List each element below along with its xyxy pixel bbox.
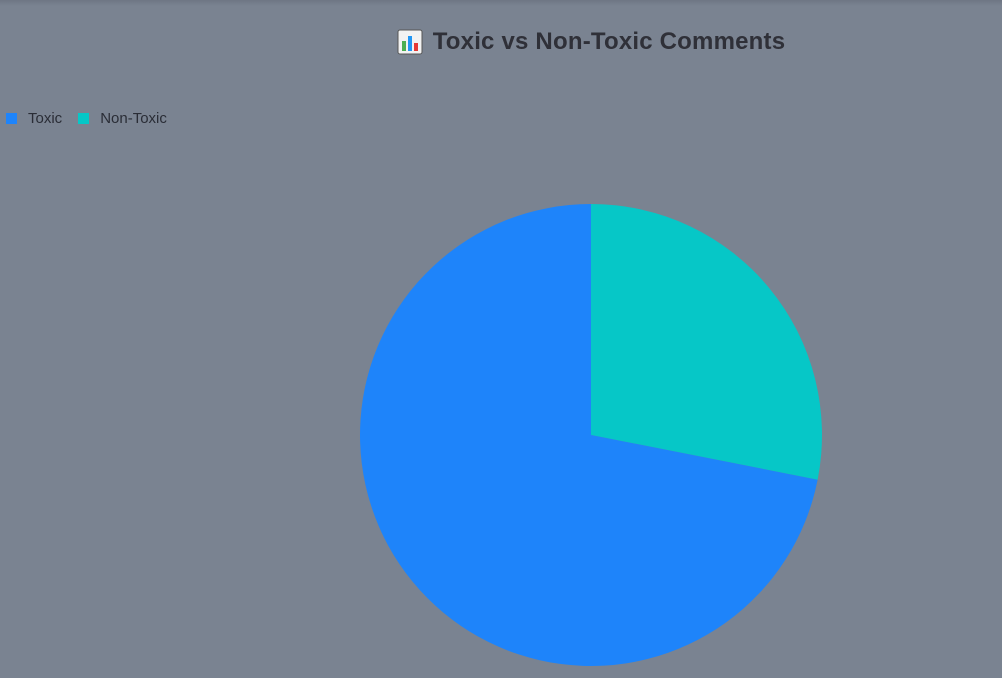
legend-swatch-toxic [6,113,17,124]
pie-slice-non-toxic[interactable] [591,204,822,480]
chart-legend: Toxic Non-Toxic [6,110,183,127]
legend-item-non-toxic[interactable]: Non-Toxic [78,110,167,127]
legend-item-toxic[interactable]: Toxic [6,110,62,127]
legend-swatch-non-toxic [78,113,90,124]
chart-title-row: Toxic vs Non-Toxic Comments [0,28,1002,56]
chart-title: Toxic vs Non-Toxic Comments [432,28,786,55]
pie-slice-toxic[interactable] [360,204,818,667]
legend-label-toxic: Toxic [28,110,63,127]
legend-label-non-toxic: Non-Toxic [100,110,167,127]
bar-chart-icon [397,29,423,55]
top-shade [0,0,1002,6]
